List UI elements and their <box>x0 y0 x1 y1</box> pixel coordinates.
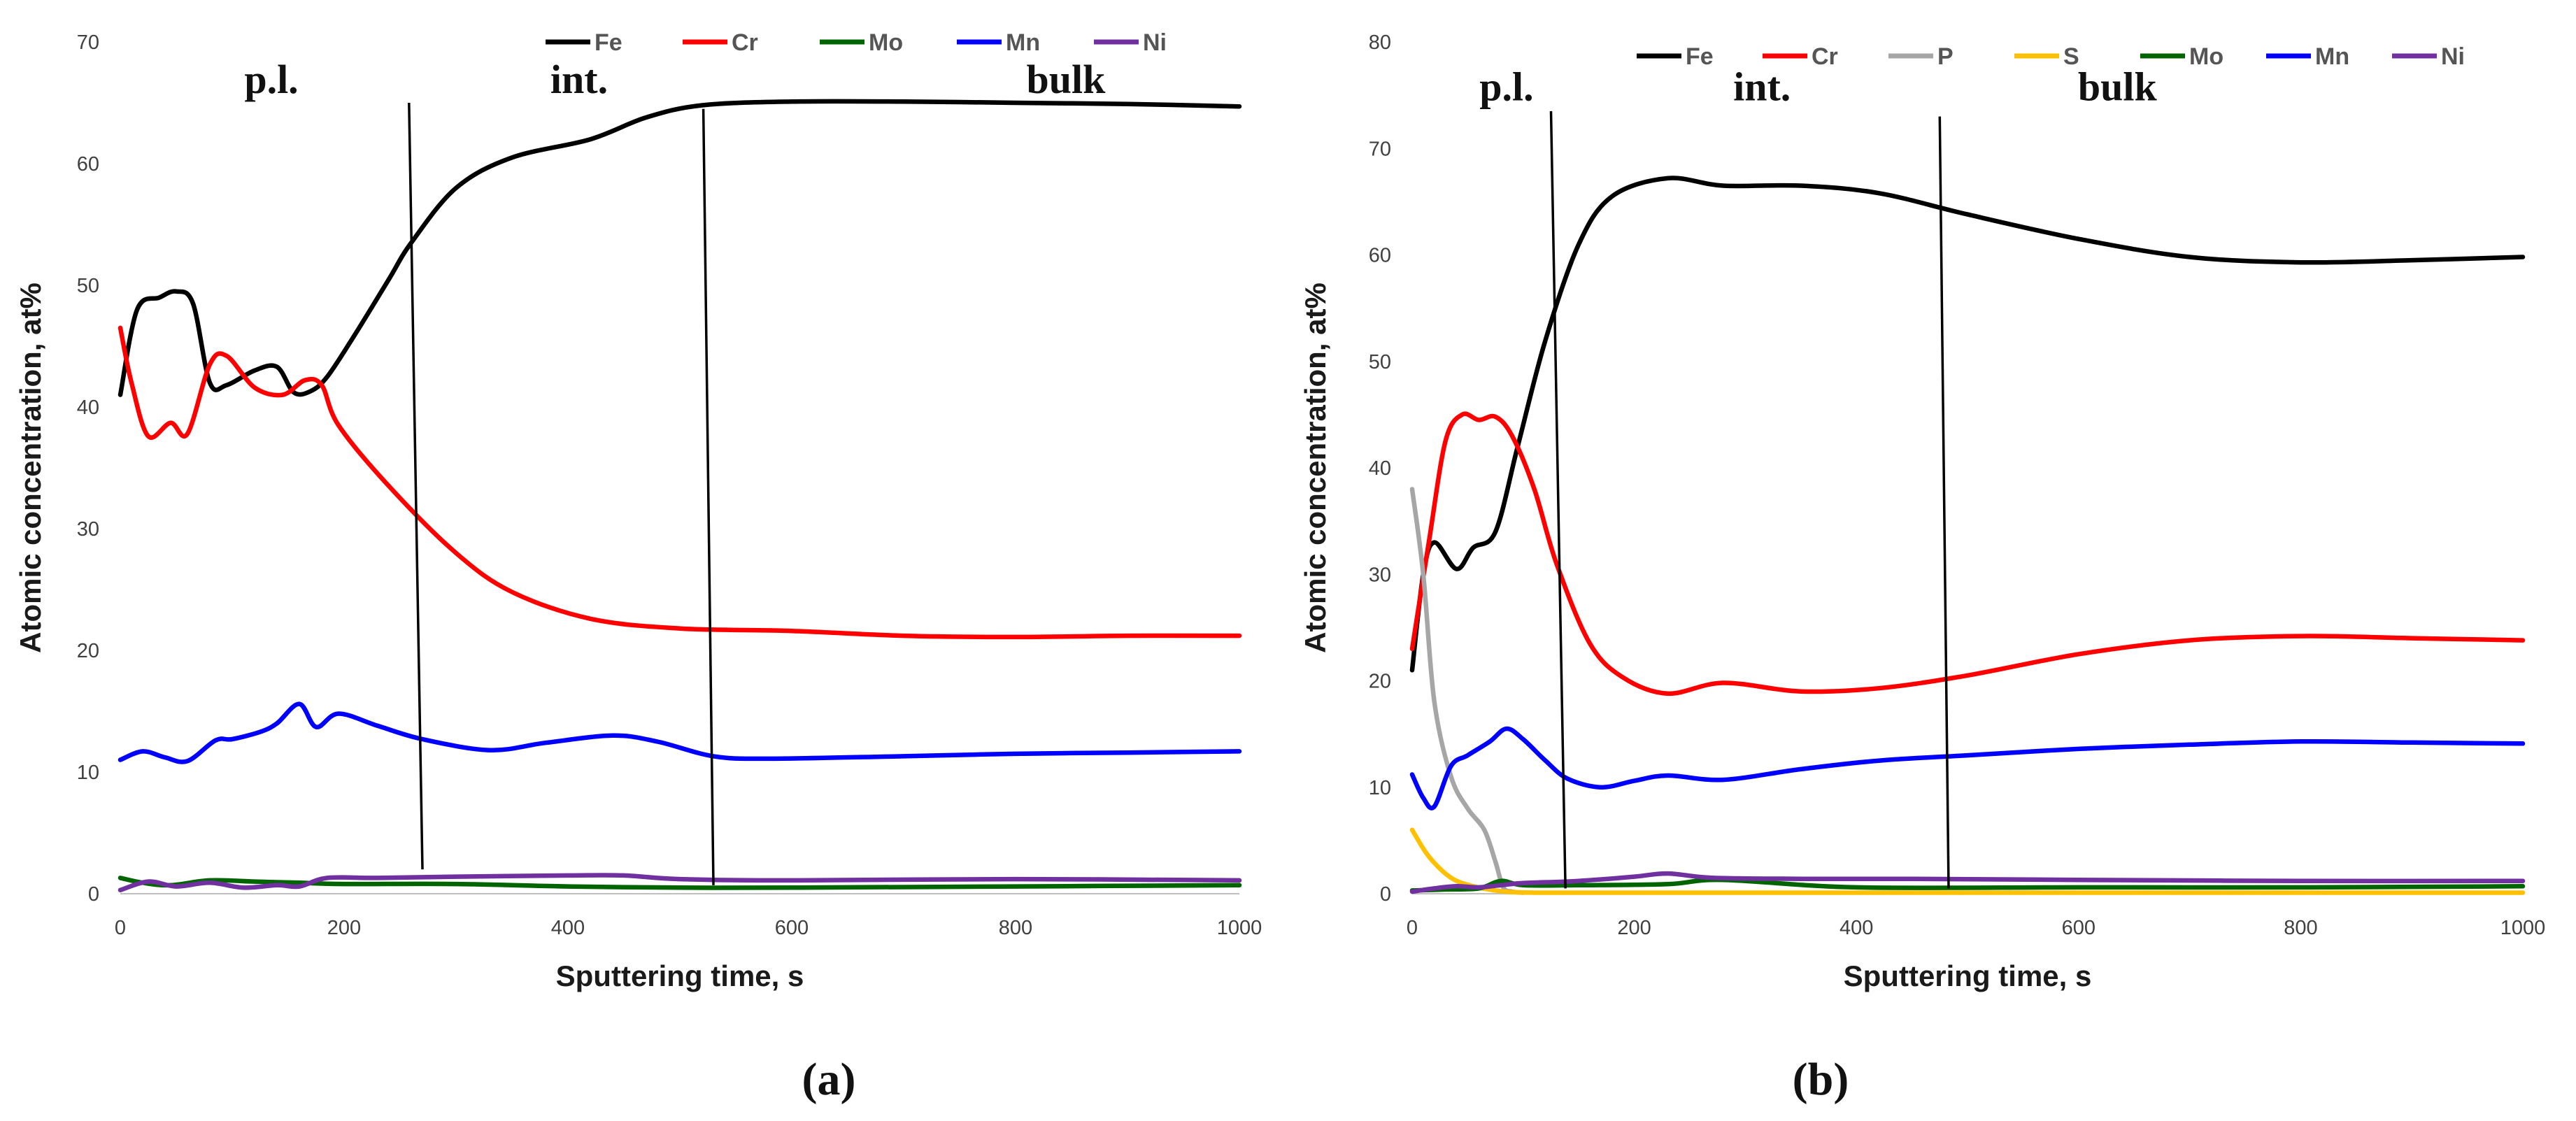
legend-entry: Fe <box>595 29 622 56</box>
legend-entry: Mn <box>2315 43 2349 70</box>
series-line-ni <box>118 873 1242 893</box>
x-tick-label: 1000 <box>2500 917 2546 939</box>
x-tick-label: 600 <box>775 917 809 939</box>
series-line-ni <box>1409 871 2526 894</box>
x-axis-title: Sputtering time, s <box>1844 959 2092 992</box>
legend-entry: Mo <box>2189 43 2223 70</box>
region-boundary-line <box>1938 116 1950 889</box>
y-tick-label: 80 <box>1369 31 1391 54</box>
series-line-fe <box>1409 176 2526 673</box>
y-tick-label: 50 <box>1369 351 1391 373</box>
region-boundary-line <box>408 102 424 870</box>
legend-entry: Ni <box>1143 29 1167 56</box>
y-tick-label: 40 <box>77 397 99 419</box>
series-line-mn <box>118 701 1242 764</box>
panel-caption: (b) <box>1793 1054 1849 1105</box>
x-tick-label: 400 <box>1840 917 1873 939</box>
x-tick-label: 200 <box>327 917 361 939</box>
series-line-cr <box>1409 411 2526 697</box>
y-axis-title: Atomic concentration, at% <box>14 283 47 653</box>
region-label: p.l. <box>1479 64 1533 110</box>
legend-entry: P <box>1937 43 1954 70</box>
y-tick-label: 20 <box>1369 671 1391 693</box>
y-tick-label: 20 <box>77 640 99 662</box>
region-label: int. <box>1733 64 1791 110</box>
y-tick-label: 60 <box>1369 245 1391 267</box>
y-tick-label: 70 <box>1369 138 1391 160</box>
x-tick-label: 800 <box>2284 917 2317 939</box>
y-tick-label: 10 <box>1369 777 1391 799</box>
legend-entry: Ni <box>2441 43 2465 70</box>
x-tick-label: 400 <box>551 917 585 939</box>
y-tick-label: 50 <box>77 275 99 297</box>
chart-panel-a: 0 10 20 30 40 50 60 70 0 200 400 600 800 1000 Sputteri… <box>14 29 1262 1105</box>
legend-entry: Mn <box>1006 29 1040 56</box>
y-tick-label: 40 <box>1369 457 1391 480</box>
y-axis-title: Atomic concentration, at% <box>1299 283 1332 653</box>
region-boundary-line <box>1549 110 1567 889</box>
series-line-fe <box>118 99 1242 397</box>
y-tick-label: 30 <box>77 518 99 541</box>
region-label: p.l. <box>244 57 298 102</box>
legend-entry: Cr <box>1812 43 1838 70</box>
x-tick-label: 0 <box>1407 917 1418 939</box>
x-tick-label: 1000 <box>1217 917 1262 939</box>
x-axis-title: Sputtering time, s <box>556 959 804 992</box>
x-tick-label: 600 <box>2062 917 2095 939</box>
region-label: bulk <box>1027 57 1106 102</box>
region-boundary-line <box>702 108 715 885</box>
y-tick-label: 0 <box>88 883 99 906</box>
series-line-cr <box>118 325 1242 640</box>
region-label: int. <box>550 57 608 102</box>
x-tick-label: 800 <box>999 917 1032 939</box>
legend-entry: Mo <box>869 29 903 56</box>
y-tick-label: 30 <box>1369 564 1391 586</box>
x-tick-label: 0 <box>115 917 126 939</box>
region-label: bulk <box>2078 64 2158 110</box>
panel-caption: (a) <box>802 1054 856 1105</box>
series-line-s <box>1409 827 2526 895</box>
y-tick-label: 70 <box>77 31 99 54</box>
legend-entry: S <box>2063 43 2079 70</box>
y-tick-label: 60 <box>77 153 99 176</box>
series-line-mn <box>1409 726 2526 811</box>
y-tick-label: 10 <box>77 762 99 784</box>
y-tick-label: 0 <box>1380 883 1391 906</box>
legend-entry: Cr <box>732 29 758 56</box>
legend-entry: Fe <box>1686 43 1714 70</box>
x-tick-label: 200 <box>1617 917 1651 939</box>
